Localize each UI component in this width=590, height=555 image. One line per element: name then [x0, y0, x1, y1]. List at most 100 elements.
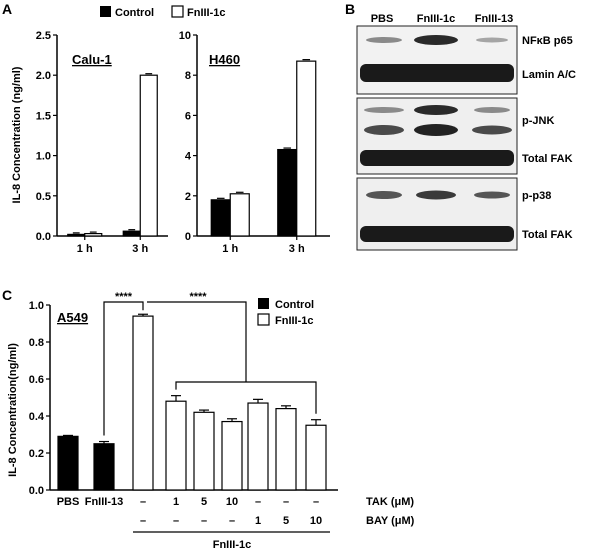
bar [296, 60, 317, 237]
bay-value: – [229, 515, 235, 527]
bay-value: – [173, 515, 179, 527]
tak-value: 1 [173, 496, 179, 508]
legend-c-control-swatch [258, 298, 269, 309]
blot-lane-pbs: PBS [371, 13, 394, 25]
panel-a-ylabel: IL-8 Concentration (ng/ml) [11, 66, 23, 203]
bar [93, 443, 115, 491]
y-tick-label: 8 [185, 70, 191, 82]
band [364, 125, 404, 135]
y-tick-label: 0.2 [29, 448, 44, 460]
band [474, 107, 510, 113]
x-tick-label: FnIII-13 [85, 496, 124, 508]
legend-fn-swatch [171, 5, 184, 18]
band [474, 191, 510, 199]
band [414, 105, 458, 115]
tak-value: – [140, 496, 146, 508]
tak-value: – [283, 496, 289, 508]
bar [139, 74, 158, 237]
y-tick-label: 1.0 [29, 300, 44, 312]
x-tick-label: 1 h [77, 243, 93, 255]
bar [57, 435, 79, 491]
y-tick-label: 10 [179, 30, 191, 42]
y-tick-label: 4 [185, 151, 192, 163]
bar [67, 233, 86, 237]
bar [165, 400, 187, 491]
significance-label: **** [115, 291, 133, 303]
a549-title: A549 [57, 310, 88, 325]
h460-title: H460 [209, 52, 240, 67]
y-tick-label: 1.0 [36, 151, 51, 163]
panel-c-ylabel: IL-8 Concentration(ng/ml) [7, 343, 19, 477]
band [416, 190, 456, 200]
bar [247, 402, 269, 491]
bar [275, 408, 297, 491]
bar [84, 232, 103, 237]
y-tick-label: 1.5 [36, 110, 51, 122]
band [360, 226, 514, 242]
bar [277, 148, 298, 237]
calu1-chart: 0.0 0.5 1.0 1.5 2.0 2.5 1 h 3 h [36, 30, 168, 255]
x-tick-label: PBS [57, 496, 80, 508]
blot-lane-fn1c: FnIII-1c [417, 13, 456, 25]
comparison-bracket [175, 381, 317, 414]
legend-c-control-label: Control [275, 299, 314, 311]
significance-bracket [147, 301, 247, 382]
bay-value: 5 [283, 515, 289, 527]
tak-value: – [255, 496, 261, 508]
bar [132, 315, 154, 491]
x-tick-label: 1 h [222, 243, 238, 255]
y-tick-label: 2.5 [36, 30, 51, 42]
blot-lane-fn13: FnIII-13 [475, 13, 514, 25]
significance-label: **** [189, 291, 207, 303]
band [360, 64, 514, 82]
y-tick-label: 0.4 [29, 411, 45, 423]
blot-row-totalfak-1: Total FAK [522, 153, 573, 165]
bar [229, 193, 250, 237]
x-tick-label: 3 h [132, 243, 148, 255]
blot-row-lamin: Lamin A/C [522, 69, 576, 81]
band [360, 150, 514, 166]
legend-c-fn-label: FnIII-1c [275, 315, 314, 327]
y-tick-label: 0.6 [29, 374, 44, 386]
panel-a-label: A [2, 1, 12, 17]
y-tick-label: 0.0 [29, 485, 44, 497]
h460-chart: 0 2 4 6 8 10 1 h 3 h [179, 30, 330, 255]
bay-value: 10 [310, 515, 322, 527]
bay-row-label: BAY (μM) [366, 515, 415, 527]
bay-value: – [201, 515, 207, 527]
western-blot: PBS FnIII-1c FnIII-13 NFκB p65 Lamin A/C… [356, 13, 576, 251]
legend-control-label: Control [115, 7, 154, 19]
band [366, 191, 402, 199]
bar [305, 424, 327, 491]
calu1-title: Calu-1 [72, 52, 112, 67]
band [414, 124, 458, 136]
band [364, 107, 404, 113]
bar [193, 411, 215, 491]
x-tick-label: 3 h [289, 243, 305, 255]
tak-value: 10 [226, 496, 238, 508]
band [366, 37, 402, 43]
band [476, 37, 508, 43]
panel-b-label: B [345, 1, 355, 17]
legend-c-fn-swatch [257, 313, 270, 326]
bar [221, 420, 243, 491]
legend-control-swatch [100, 6, 111, 17]
group-label: FnIII-1c [213, 539, 252, 551]
tak-value: 5 [201, 496, 207, 508]
bar [210, 199, 231, 237]
blot-row-pjnk: p-JNK [522, 115, 554, 127]
panel-c-label: C [2, 287, 12, 303]
significance-bracket [103, 301, 144, 436]
y-tick-label: 0.8 [29, 337, 44, 349]
tak-row-label: TAK (μM) [366, 496, 414, 508]
y-tick-label: 0.5 [36, 191, 51, 203]
bar [122, 230, 141, 237]
y-tick-label: 2 [185, 191, 191, 203]
band [472, 125, 512, 135]
tak-value: – [313, 496, 319, 508]
a549-chart: 0.0 0.2 0.4 0.6 0.8 1.0 PBS FnIII-13 – 1 5 10 – – – TAK… [29, 291, 415, 551]
bay-value: – [140, 515, 146, 527]
y-tick-label: 0.0 [36, 231, 51, 243]
y-tick-label: 2.0 [36, 70, 51, 82]
